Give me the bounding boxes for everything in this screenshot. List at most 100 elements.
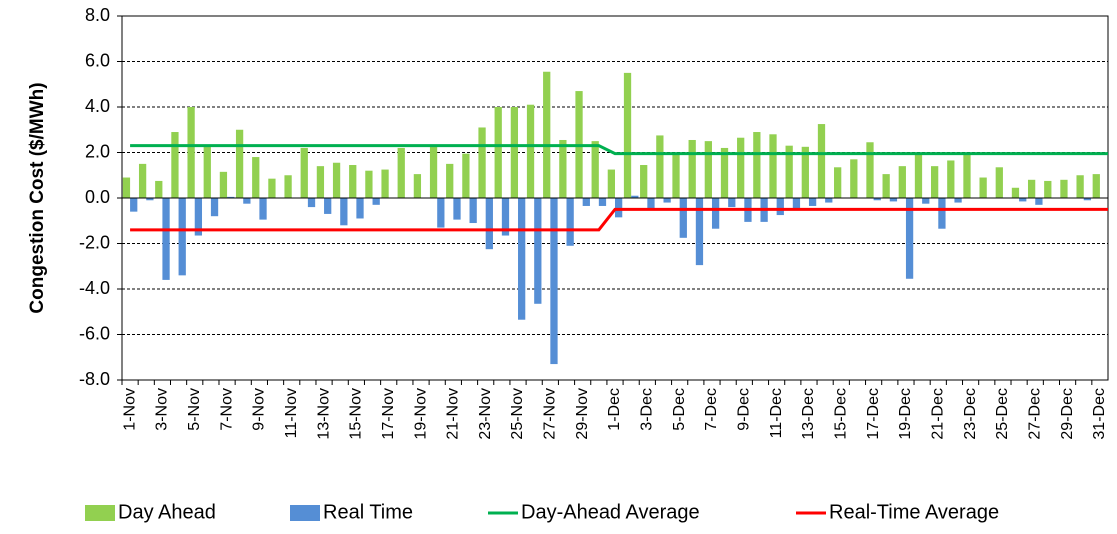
bar <box>397 147 405 198</box>
bar <box>785 145 793 198</box>
bar <box>187 107 195 198</box>
x-tick-label: 5-Dec <box>671 388 688 431</box>
bar <box>259 198 267 220</box>
bar <box>162 198 170 280</box>
x-tick-label: 13-Dec <box>800 388 817 440</box>
bar <box>372 198 380 205</box>
bar <box>446 163 454 198</box>
bar <box>210 198 219 217</box>
bar <box>566 198 574 246</box>
bar <box>122 177 131 198</box>
x-tick-label: 23-Dec <box>962 388 979 440</box>
x-tick-label: 31-Dec <box>1091 388 1108 440</box>
bar <box>356 198 364 219</box>
bar <box>834 167 842 198</box>
y-tick-label: 6.0 <box>85 50 110 70</box>
bar <box>227 196 235 198</box>
bar <box>922 198 930 204</box>
x-tick-label: 11-Dec <box>768 388 785 438</box>
bar <box>656 135 664 198</box>
bar <box>485 198 493 250</box>
bar <box>1060 179 1068 198</box>
bar <box>219 171 228 198</box>
bar <box>753 132 761 198</box>
bar <box>1035 198 1043 205</box>
x-tick-label: 21-Dec <box>929 388 946 440</box>
bar <box>316 166 325 198</box>
x-tick-label: 25-Nov <box>509 388 526 440</box>
bar <box>332 162 341 198</box>
bar <box>1076 175 1084 198</box>
bar <box>340 198 348 226</box>
bar <box>615 198 623 218</box>
bar <box>905 198 914 279</box>
bar <box>898 166 906 198</box>
bar <box>494 107 502 198</box>
bar <box>437 198 445 228</box>
average-line <box>130 144 1108 156</box>
bar <box>623 72 632 198</box>
bar <box>478 127 486 198</box>
bar <box>462 153 470 198</box>
x-tick-label: 5-Nov <box>186 388 203 431</box>
x-tick-label: 25-Dec <box>994 388 1011 440</box>
bar <box>889 198 898 202</box>
x-tick-label: 9-Nov <box>251 388 268 431</box>
legend-swatch <box>85 505 115 521</box>
x-tick-label: 17-Dec <box>865 388 882 440</box>
bar <box>979 177 987 198</box>
x-tick-label: 7-Dec <box>703 388 720 431</box>
bar <box>510 107 519 198</box>
bar <box>737 137 745 198</box>
bar <box>720 147 729 198</box>
bar <box>963 154 971 198</box>
bar <box>171 132 179 198</box>
x-tick-label: 27-Dec <box>1026 388 1043 440</box>
x-tick-label: 3-Nov <box>154 388 171 431</box>
bar <box>598 198 607 206</box>
bar <box>711 198 720 229</box>
y-tick-label: -2.0 <box>79 232 110 252</box>
bar <box>1092 174 1100 198</box>
y-axis-title: Congestion Cost ($/MWh) <box>27 82 48 313</box>
bar <box>1011 187 1020 198</box>
bar <box>203 145 211 198</box>
bar <box>138 163 147 198</box>
bar <box>688 139 696 198</box>
bar <box>792 198 801 210</box>
bar <box>155 180 163 198</box>
bar <box>349 165 357 198</box>
bar <box>543 71 551 198</box>
bar <box>769 134 777 198</box>
bar <box>631 195 639 198</box>
bar <box>850 159 858 198</box>
legend-label: Real Time <box>323 501 413 523</box>
x-tick-label: 29-Dec <box>1059 388 1076 440</box>
bar <box>550 198 558 365</box>
bar <box>559 139 567 198</box>
y-tick-label: 2.0 <box>85 141 110 161</box>
x-tick-label: 29-Nov <box>574 388 591 440</box>
legend-label: Day-Ahead Average <box>521 501 700 523</box>
bar <box>534 198 542 304</box>
bar <box>704 141 712 198</box>
y-tick-label: 0.0 <box>85 187 110 207</box>
bar <box>866 142 874 198</box>
bar <box>130 198 138 212</box>
bar <box>817 124 826 198</box>
x-tick-label: 11-Nov <box>283 388 300 438</box>
y-tick-label: 4.0 <box>85 96 110 116</box>
bar <box>526 104 535 198</box>
bar <box>591 141 599 198</box>
x-tick-label: 19-Nov <box>412 388 429 440</box>
bar <box>825 198 833 203</box>
bar <box>695 198 704 266</box>
bar <box>1083 198 1092 201</box>
x-tick-label: 17-Nov <box>380 388 397 440</box>
bar <box>268 178 276 198</box>
average-line <box>130 207 1108 232</box>
bar <box>1027 179 1036 198</box>
bar <box>938 198 946 229</box>
bar <box>672 154 680 198</box>
